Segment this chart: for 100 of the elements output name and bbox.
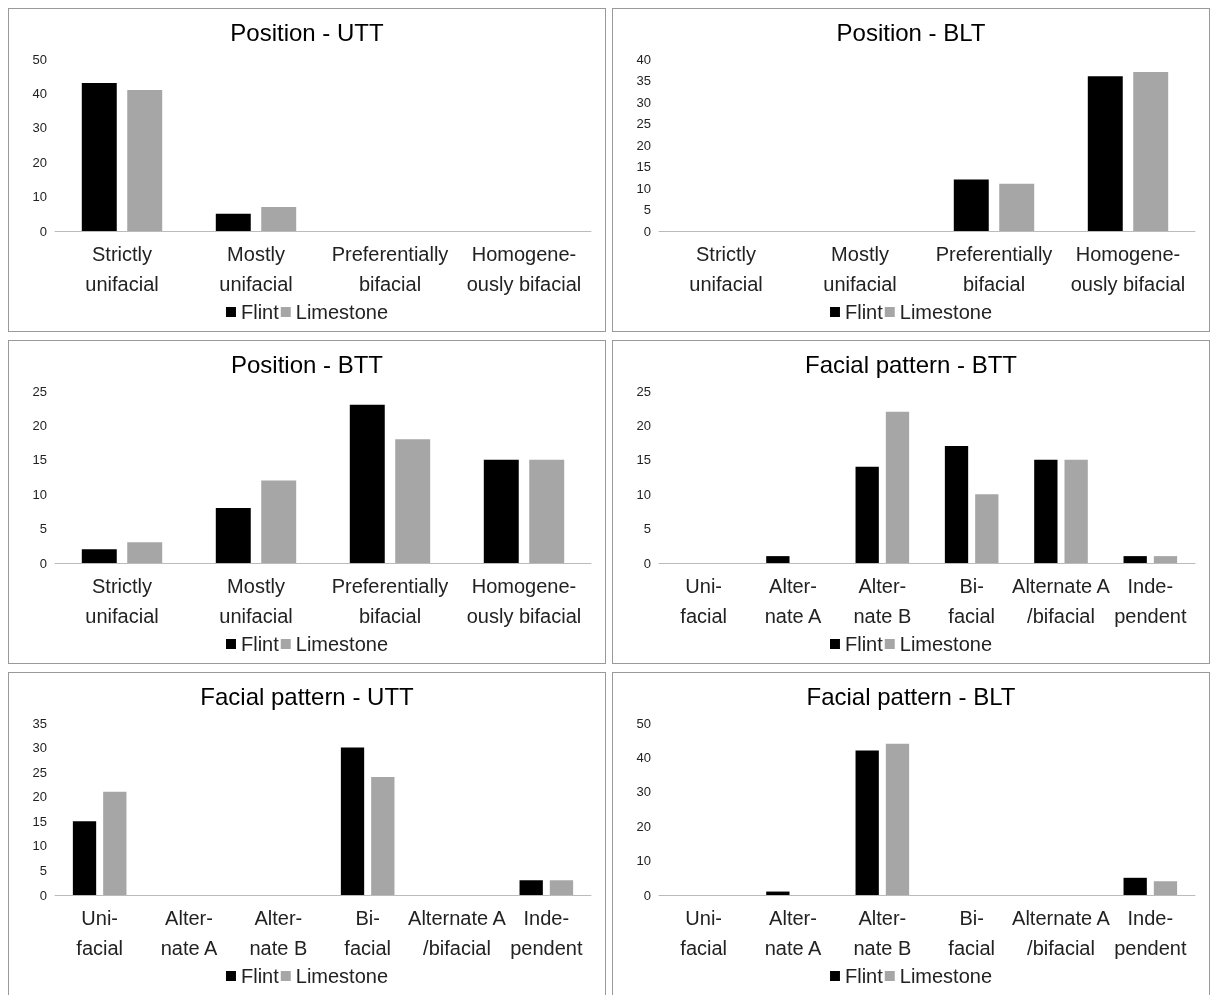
- y-tick-label: 50: [636, 715, 651, 731]
- y-tick-label: 10: [32, 838, 47, 854]
- y-tick-label: 25: [636, 383, 651, 399]
- x-tick-label: Homogene- ously bifacial: [466, 575, 582, 627]
- y-tick-label: 40: [32, 85, 47, 101]
- chart-title: Position - BLT: [836, 18, 986, 46]
- y-tick-label: 0: [39, 223, 47, 239]
- x-tick-label: Inde- pendent: [510, 907, 583, 959]
- x-tick-label: Alter- nate B: [249, 907, 308, 959]
- bar: [340, 747, 365, 895]
- y-tick-label: 0: [39, 887, 47, 903]
- bar: [1123, 556, 1147, 563]
- x-tick-label: Mostly unifacial: [219, 243, 293, 295]
- chart-title: Facial pattern - BTT: [804, 350, 1018, 378]
- legend-label: Limestone: [295, 633, 389, 655]
- x-tick-label: Strictly unifacial: [85, 575, 159, 627]
- y-tick-label: 0: [643, 223, 651, 239]
- bar: [1087, 76, 1123, 231]
- y-tick-label: 0: [643, 887, 651, 903]
- y-tick-label: 40: [636, 749, 651, 765]
- bar: [127, 542, 163, 563]
- legend-label: Limestone: [899, 965, 993, 987]
- y-tick-label: 30: [32, 740, 47, 756]
- legend-label: Flint: [240, 965, 280, 987]
- x-tick-label: Mostly unifacial: [823, 243, 897, 295]
- x-tick-label: Homogene- ously bifacial: [1070, 243, 1186, 295]
- y-tick-label: 0: [39, 555, 47, 571]
- bar: [944, 446, 969, 563]
- bar: [103, 791, 127, 895]
- x-tick-label: Strictly unifacial: [85, 243, 159, 295]
- y-tick-label: 5: [39, 521, 47, 537]
- x-tick-label: Alter- nate A: [160, 907, 219, 959]
- x-tick-label: Alter- nate B: [853, 575, 912, 627]
- x-tick-label: Strictly unifacial: [689, 243, 763, 295]
- bar: [1153, 556, 1178, 563]
- y-tick-label: 50: [32, 51, 47, 67]
- bar: [855, 466, 879, 563]
- y-tick-label: 20: [32, 789, 47, 805]
- chart-title: Facial pattern - BLT: [806, 682, 1016, 710]
- y-tick-label: 25: [32, 383, 47, 399]
- y-tick-label: 20: [636, 818, 651, 834]
- legend-label: Limestone: [899, 301, 993, 323]
- bar: [395, 439, 431, 563]
- y-tick-label: 10: [32, 189, 47, 205]
- x-tick-label: Bi- facial: [948, 907, 996, 959]
- bar: [1064, 459, 1088, 563]
- x-tick-label: Inde- pendent: [1114, 575, 1187, 627]
- bar: [529, 459, 565, 563]
- bar: [885, 411, 910, 563]
- y-tick-label: 15: [32, 452, 47, 468]
- y-tick-label: 5: [643, 521, 651, 537]
- bar: [81, 549, 117, 563]
- bar: [766, 556, 790, 563]
- legend-label: Flint: [844, 301, 884, 323]
- y-tick-label: 15: [636, 159, 651, 174]
- bar: [127, 89, 163, 231]
- y-tick-label: 20: [636, 417, 651, 433]
- y-tick-label: 35: [636, 73, 651, 88]
- bar: [855, 750, 879, 895]
- y-tick-label: 40: [636, 51, 651, 67]
- x-tick-label: Uni- facial: [680, 575, 728, 627]
- x-tick-label: Alternate A /bifacial: [408, 907, 507, 959]
- x-tick-label: Homogene- ously bifacial: [466, 243, 582, 295]
- bar: [519, 880, 543, 895]
- legend-label: Flint: [844, 965, 884, 987]
- y-tick-label: 15: [636, 452, 651, 468]
- x-tick-label: Alternate A /bifacial: [1012, 907, 1111, 959]
- y-tick-label: 25: [32, 764, 47, 780]
- x-tick-label: Uni- facial: [76, 907, 124, 959]
- x-tick-label: Alter- nate A: [764, 575, 823, 627]
- bar: [1133, 71, 1169, 231]
- x-tick-label: Bi- facial: [948, 575, 996, 627]
- y-tick-label: 20: [32, 417, 47, 433]
- y-tick-label: 5: [643, 202, 651, 217]
- y-tick-label: 25: [636, 116, 651, 131]
- x-tick-label: Preferentially bifacial: [331, 575, 449, 627]
- y-tick-label: 10: [636, 486, 651, 502]
- y-tick-label: 10: [636, 180, 651, 196]
- bar: [999, 183, 1035, 231]
- bar: [885, 743, 910, 895]
- bar: [766, 891, 790, 895]
- bar: [261, 480, 297, 563]
- bar: [81, 83, 117, 231]
- bar: [215, 507, 251, 563]
- x-tick-label: Uni- facial: [680, 907, 728, 959]
- legend-label: Flint: [240, 633, 280, 655]
- y-tick-label: 5: [39, 862, 47, 878]
- bar: [1153, 881, 1178, 895]
- chart-title: Position - BTT: [230, 350, 384, 378]
- y-tick-label: 10: [636, 853, 651, 869]
- x-tick-label: Bi- facial: [344, 907, 392, 959]
- legend-label: Flint: [240, 301, 280, 323]
- bar: [953, 179, 989, 231]
- y-tick-label: 30: [32, 120, 47, 136]
- x-tick-label: Inde- pendent: [1114, 907, 1187, 959]
- y-tick-label: 30: [636, 94, 651, 110]
- bar: [975, 494, 999, 563]
- y-tick-label: 30: [636, 784, 651, 800]
- y-tick-label: 20: [32, 154, 47, 170]
- bar: [371, 777, 395, 895]
